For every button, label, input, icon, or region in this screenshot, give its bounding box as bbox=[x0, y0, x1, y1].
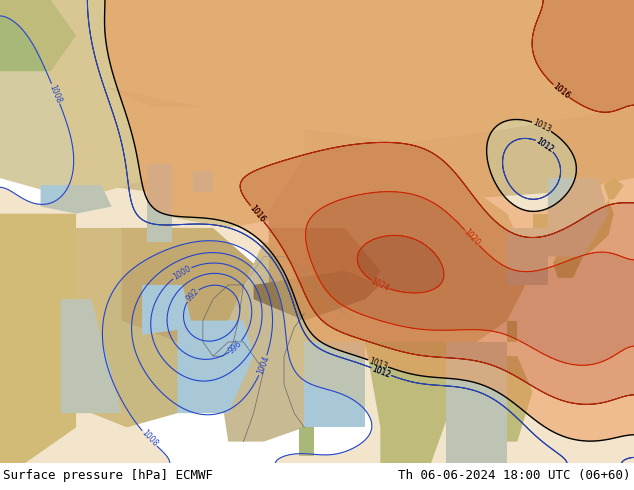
Polygon shape bbox=[147, 164, 172, 242]
Text: 996: 996 bbox=[227, 339, 244, 355]
Polygon shape bbox=[548, 178, 609, 256]
Polygon shape bbox=[41, 185, 112, 214]
Text: 1016: 1016 bbox=[247, 203, 267, 224]
Polygon shape bbox=[0, 214, 76, 463]
Text: Surface pressure [hPa] ECMWF: Surface pressure [hPa] ECMWF bbox=[3, 468, 213, 482]
Polygon shape bbox=[142, 285, 193, 335]
Polygon shape bbox=[406, 342, 446, 427]
Text: 1016: 1016 bbox=[551, 82, 571, 101]
Polygon shape bbox=[507, 320, 517, 342]
Polygon shape bbox=[365, 342, 456, 463]
Polygon shape bbox=[269, 228, 380, 320]
Polygon shape bbox=[0, 0, 76, 71]
Polygon shape bbox=[553, 242, 583, 278]
Text: 1012: 1012 bbox=[371, 364, 392, 379]
Polygon shape bbox=[178, 320, 254, 413]
Polygon shape bbox=[497, 356, 533, 441]
Polygon shape bbox=[446, 342, 507, 463]
Polygon shape bbox=[122, 228, 254, 342]
Polygon shape bbox=[213, 249, 365, 441]
Polygon shape bbox=[0, 85, 152, 199]
Polygon shape bbox=[299, 427, 314, 456]
Polygon shape bbox=[578, 199, 614, 256]
Text: 1016: 1016 bbox=[247, 203, 267, 224]
Polygon shape bbox=[61, 299, 122, 413]
Text: 1024: 1024 bbox=[369, 277, 391, 293]
Text: 1008: 1008 bbox=[48, 83, 63, 104]
Text: 1013: 1013 bbox=[368, 356, 389, 371]
Polygon shape bbox=[193, 171, 213, 192]
Text: 1000: 1000 bbox=[171, 264, 193, 281]
Polygon shape bbox=[243, 242, 345, 314]
Text: 1016: 1016 bbox=[551, 82, 571, 101]
Text: 1013: 1013 bbox=[531, 118, 552, 134]
Text: 1012: 1012 bbox=[371, 364, 392, 379]
Text: 1012: 1012 bbox=[534, 136, 555, 154]
Polygon shape bbox=[76, 228, 203, 427]
Text: 992: 992 bbox=[184, 287, 200, 304]
Polygon shape bbox=[152, 107, 304, 228]
Polygon shape bbox=[304, 342, 365, 427]
Polygon shape bbox=[604, 178, 624, 199]
Polygon shape bbox=[269, 143, 533, 370]
Text: 1012: 1012 bbox=[534, 136, 555, 154]
Polygon shape bbox=[507, 228, 548, 285]
Text: 1004: 1004 bbox=[256, 355, 271, 376]
Polygon shape bbox=[0, 85, 634, 199]
Polygon shape bbox=[254, 270, 380, 320]
Text: Th 06-06-2024 18:00 UTC (06+60): Th 06-06-2024 18:00 UTC (06+60) bbox=[398, 468, 631, 482]
Text: 1020: 1020 bbox=[462, 227, 482, 248]
Text: 1008: 1008 bbox=[139, 429, 159, 449]
Polygon shape bbox=[533, 214, 558, 256]
Polygon shape bbox=[0, 0, 634, 143]
